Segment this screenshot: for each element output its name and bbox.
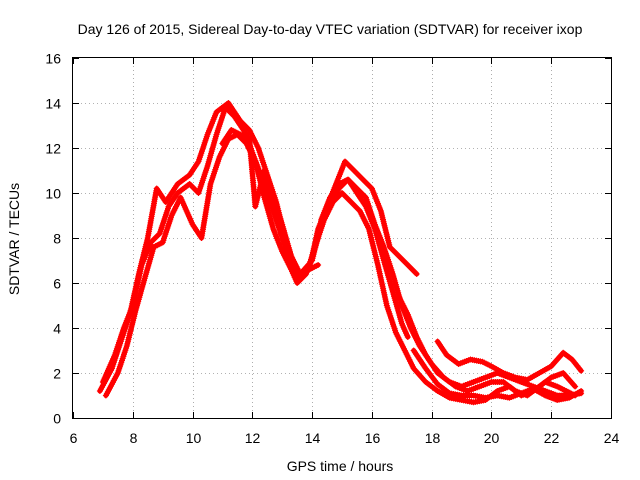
- data-point: [572, 383, 579, 390]
- x-axis-label: GPS time / hours: [287, 458, 394, 474]
- x-tick-label: 6: [70, 430, 78, 446]
- data-point: [578, 367, 585, 374]
- x-tick-label: 24: [604, 430, 620, 446]
- series-track-8: [410, 347, 585, 403]
- series-track-7: [434, 338, 585, 383]
- plot-frame: [72, 57, 612, 419]
- y-tick-label: 2: [53, 366, 61, 382]
- x-tick-label: 20: [484, 430, 500, 446]
- data-point: [578, 388, 585, 394]
- y-tick-label: 8: [53, 231, 61, 247]
- x-tick-label: 22: [544, 430, 560, 446]
- series-track-4: [219, 127, 322, 277]
- series-layer: [96, 100, 585, 406]
- y-tick-label: 10: [45, 186, 61, 202]
- x-tick-label: 12: [245, 430, 261, 446]
- data-point: [404, 334, 411, 340]
- y-tick-label: 4: [53, 321, 61, 337]
- x-tick-label: 14: [305, 430, 321, 446]
- y-tick-label: 16: [45, 51, 61, 67]
- y-tick-label: 6: [53, 276, 61, 292]
- y-axis-label: SDTVAR / TECUs: [6, 183, 22, 295]
- x-tick-label: 16: [365, 430, 381, 446]
- y-tick-label: 0: [53, 411, 61, 427]
- y-tick-label: 14: [45, 96, 61, 112]
- x-tick-label: 10: [186, 430, 202, 446]
- data-point: [315, 262, 322, 268]
- data-point: [413, 271, 420, 277]
- x-tick-label: 8: [130, 430, 138, 446]
- x-tick-label: 18: [425, 430, 441, 446]
- chart-title: Day 126 of 2015, Sidereal Day-to-day VTE…: [78, 21, 583, 37]
- y-tick-label: 12: [45, 141, 61, 157]
